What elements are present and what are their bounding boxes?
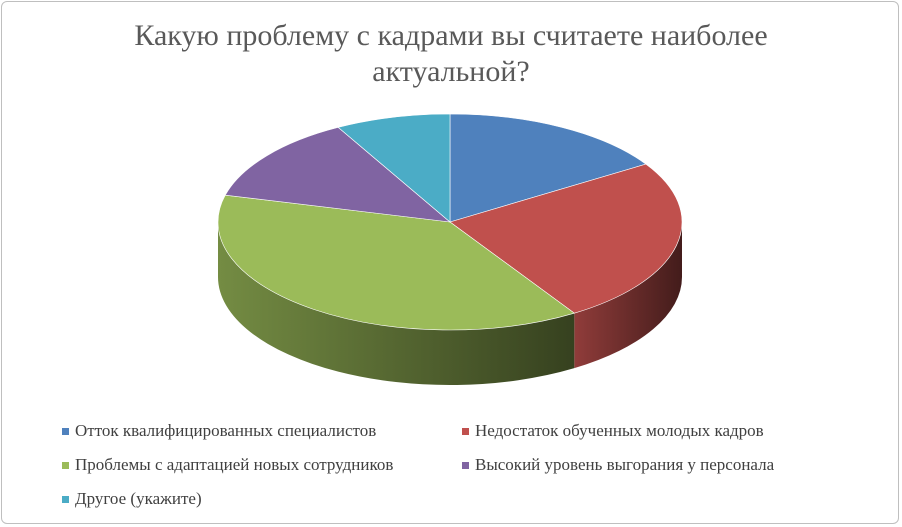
legend-marker — [62, 462, 69, 469]
legend-marker — [62, 428, 69, 435]
slice — [217, 194, 575, 331]
chart-title: Какую проблему с кадрами вы считаете наи… — [134, 19, 768, 88]
legend-marker — [462, 428, 469, 435]
slice — [337, 113, 451, 223]
legend-label: Другое (укажите) — [75, 489, 202, 508]
slice — [449, 113, 647, 223]
legend-marker — [462, 462, 469, 469]
legend-label: Недостаток обученных молодых кадров — [475, 421, 764, 440]
legend-label: Отток квалифицированных специалистов — [75, 421, 376, 440]
slice — [224, 127, 451, 223]
slice — [449, 163, 683, 314]
legend-marker — [62, 496, 69, 503]
slice-side — [574, 222, 682, 369]
legend-label: Высокий уровень выгорания у персонала — [475, 455, 775, 474]
legend-label: Проблемы с адаптацией новых сотрудников — [75, 455, 393, 474]
slice-side — [218, 222, 575, 385]
